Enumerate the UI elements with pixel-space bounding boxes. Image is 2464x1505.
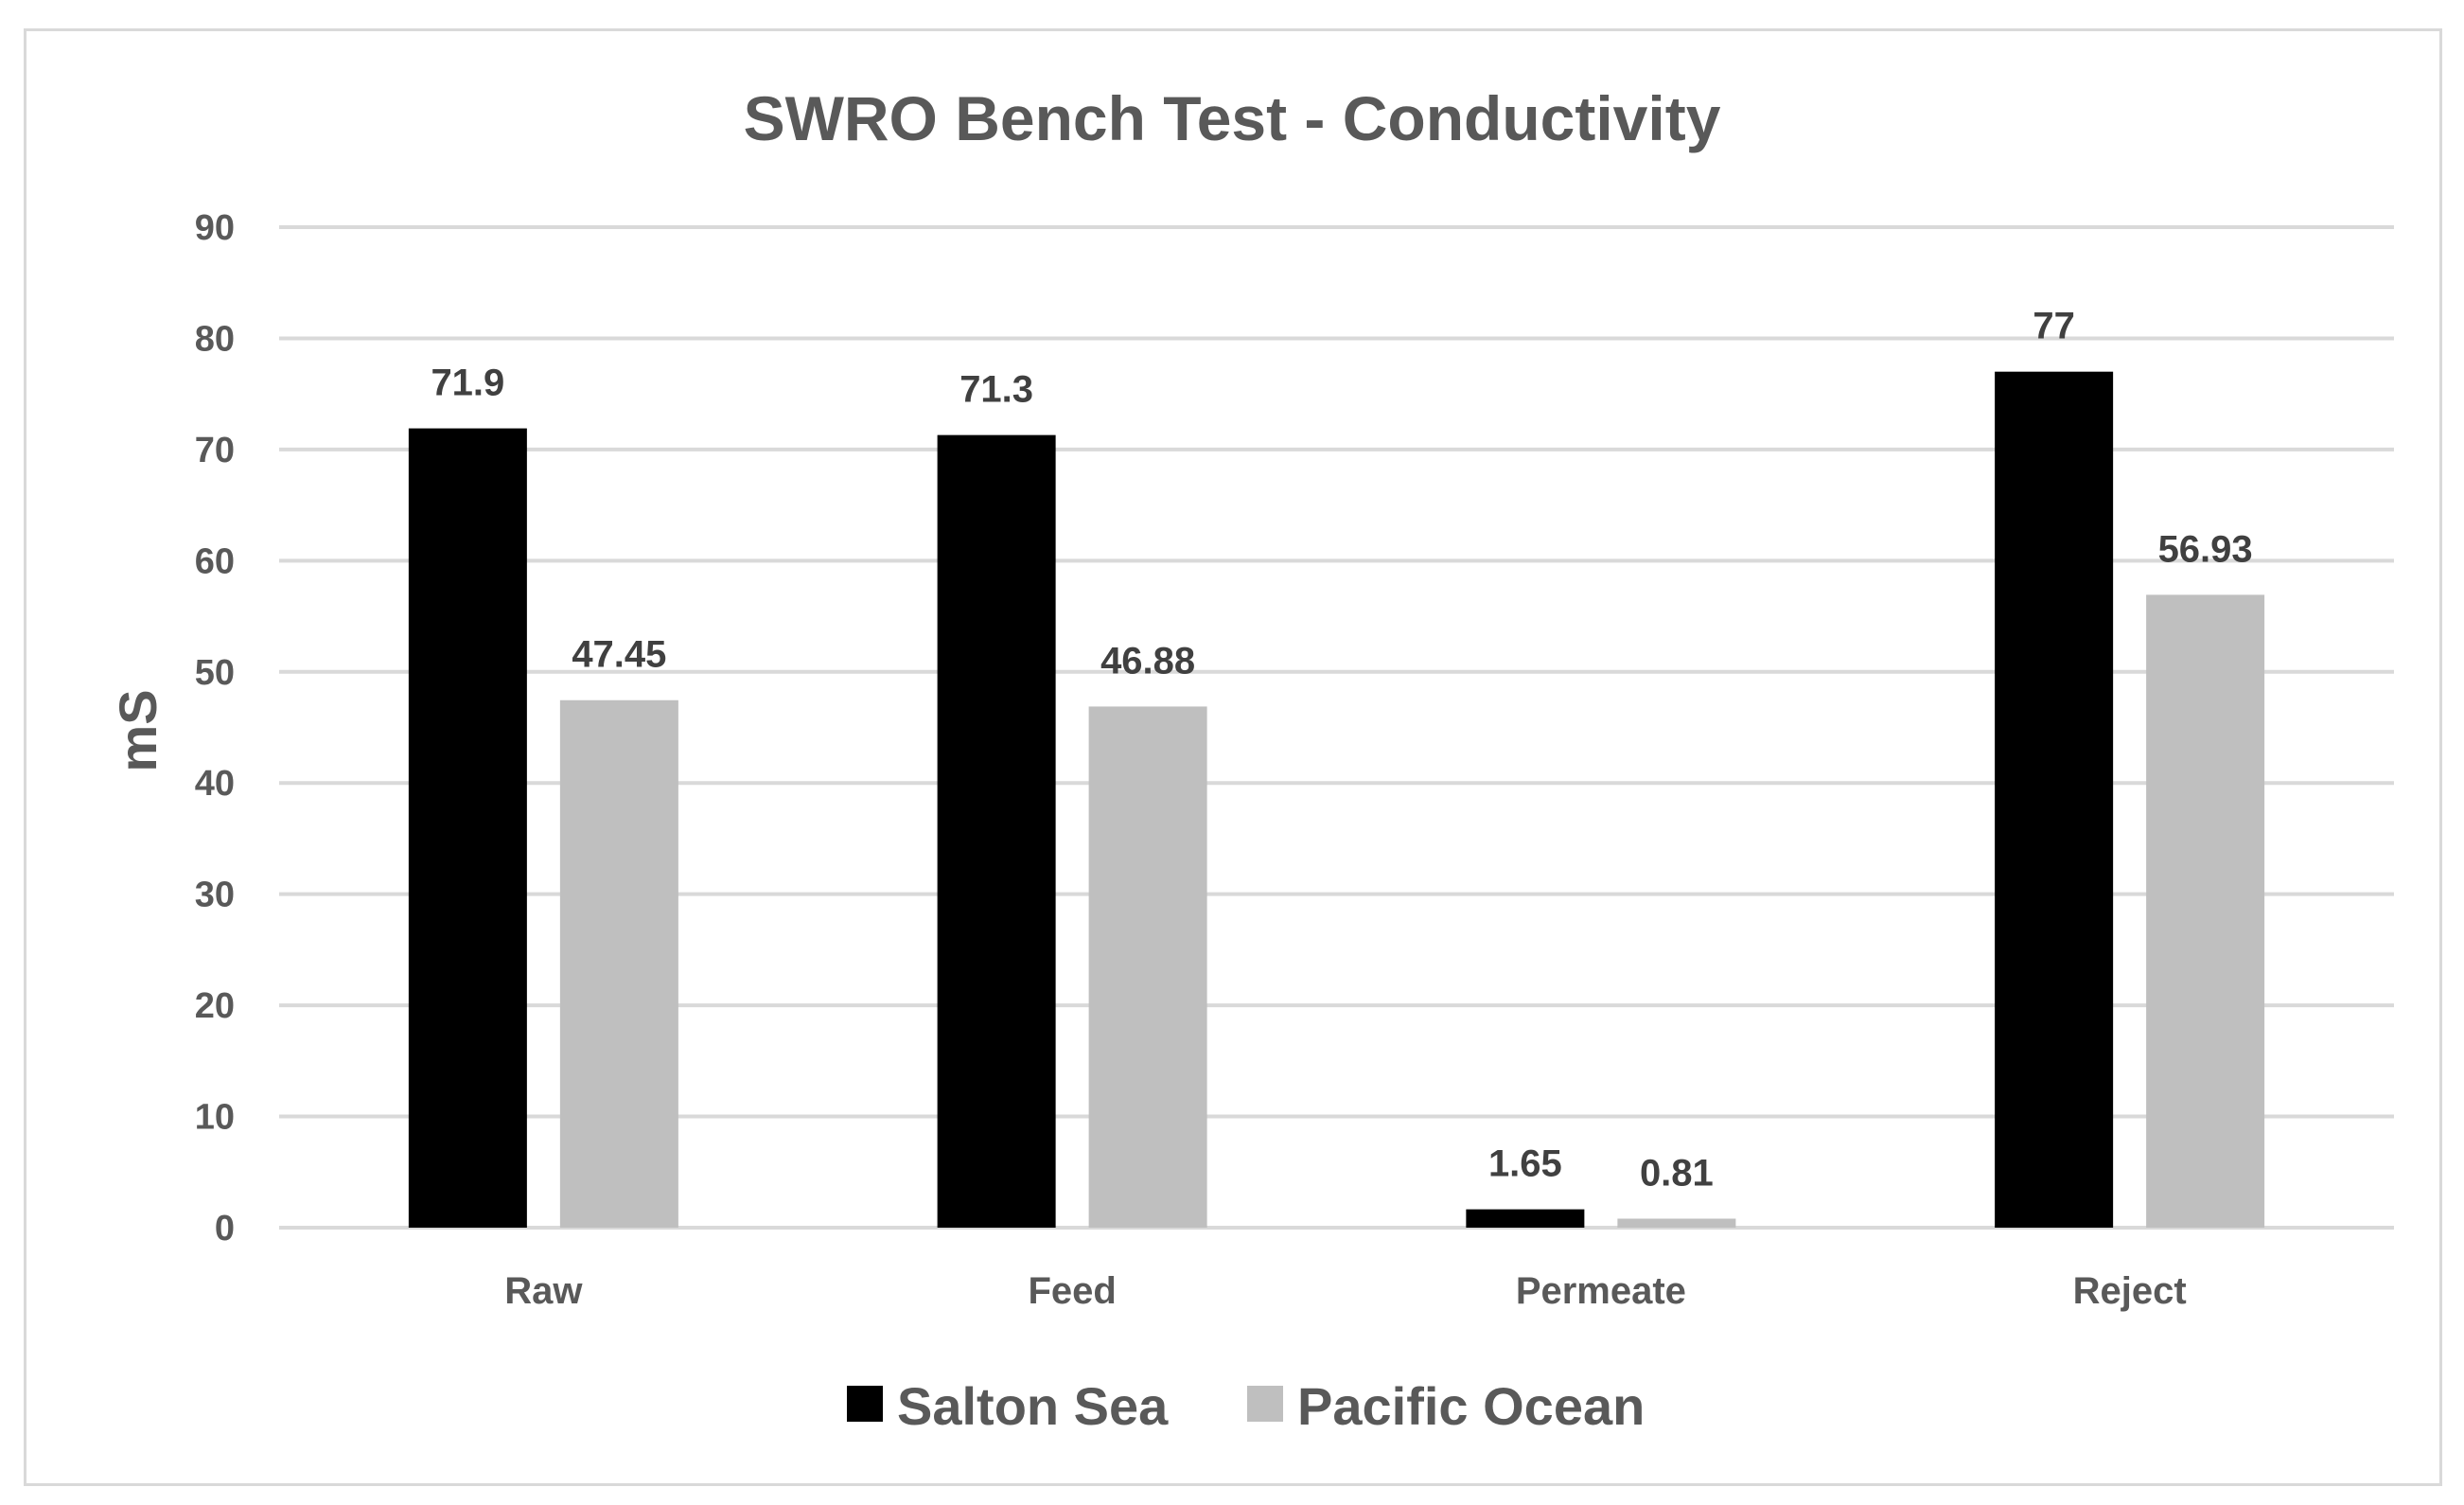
y-tick-label: 50 [195,653,235,693]
legend-item-salton-sea: Salton Sea [847,1376,1169,1436]
legend-item-pacific-ocean: Pacific Ocean [1247,1376,1645,1436]
legend: Salton Sea Pacific Ocean [847,1376,1645,1436]
data-label-salton-sea-raw: 71.9 [431,363,504,404]
bar-salton-sea-raw [408,428,527,1228]
x-tick-label-permeate: Permeate [1516,1270,1686,1312]
bar-salton-sea-feed [937,434,1056,1229]
y-tick-label: 70 [195,431,235,470]
y-tick-label: 20 [195,986,235,1026]
bar-salton-sea-permeate [1466,1209,1585,1228]
bar-pacific-ocean-raw [559,699,678,1228]
bar-pacific-ocean-permeate [1617,1218,1736,1228]
x-tick-label-feed: Feed [1028,1270,1116,1312]
legend-swatch-pacific-ocean [1247,1386,1283,1422]
bar-salton-sea-reject [1995,371,2114,1229]
x-tick-label-raw: Raw [504,1270,583,1312]
y-tick-label: 60 [195,541,235,581]
data-label-salton-sea-permeate: 1.65 [1488,1143,1562,1185]
data-labels: 71.9 47.45 71.3 46.88 1.65 0.81 77 56.93 [431,306,2252,1195]
bars [408,371,2265,1229]
y-tick-label: 90 [195,208,235,248]
chart-title: SWRO Bench Test - Conductivity [744,83,1721,153]
data-label-pacific-ocean-feed: 46.88 [1100,640,1195,682]
y-tick-label: 10 [195,1098,235,1138]
y-axis-ticks: 0 10 20 30 40 50 60 70 80 90 [195,208,235,1248]
legend-label-pacific-ocean: Pacific Ocean [1297,1376,1645,1436]
x-axis-ticks: Raw Feed Permeate Reject [504,1270,2186,1312]
bar-pacific-ocean-reject [2146,594,2265,1228]
legend-label-salton-sea: Salton Sea [897,1376,1169,1436]
y-tick-label: 30 [195,876,235,915]
y-tick-label: 0 [215,1209,235,1248]
legend-swatch-salton-sea [847,1386,883,1422]
data-label-pacific-ocean-permeate: 0.81 [1640,1152,1714,1194]
data-label-salton-sea-feed: 71.3 [959,369,1033,411]
bar-pacific-ocean-feed [1088,706,1207,1228]
data-label-pacific-ocean-reject: 56.93 [2158,528,2253,570]
x-tick-label-reject: Reject [2073,1270,2187,1312]
y-axis-label: mS [108,689,167,771]
y-tick-label: 40 [195,764,235,804]
data-label-pacific-ocean-raw: 47.45 [572,634,666,676]
data-label-salton-sea-reject: 77 [2033,306,2075,347]
y-tick-label: 80 [195,319,235,359]
